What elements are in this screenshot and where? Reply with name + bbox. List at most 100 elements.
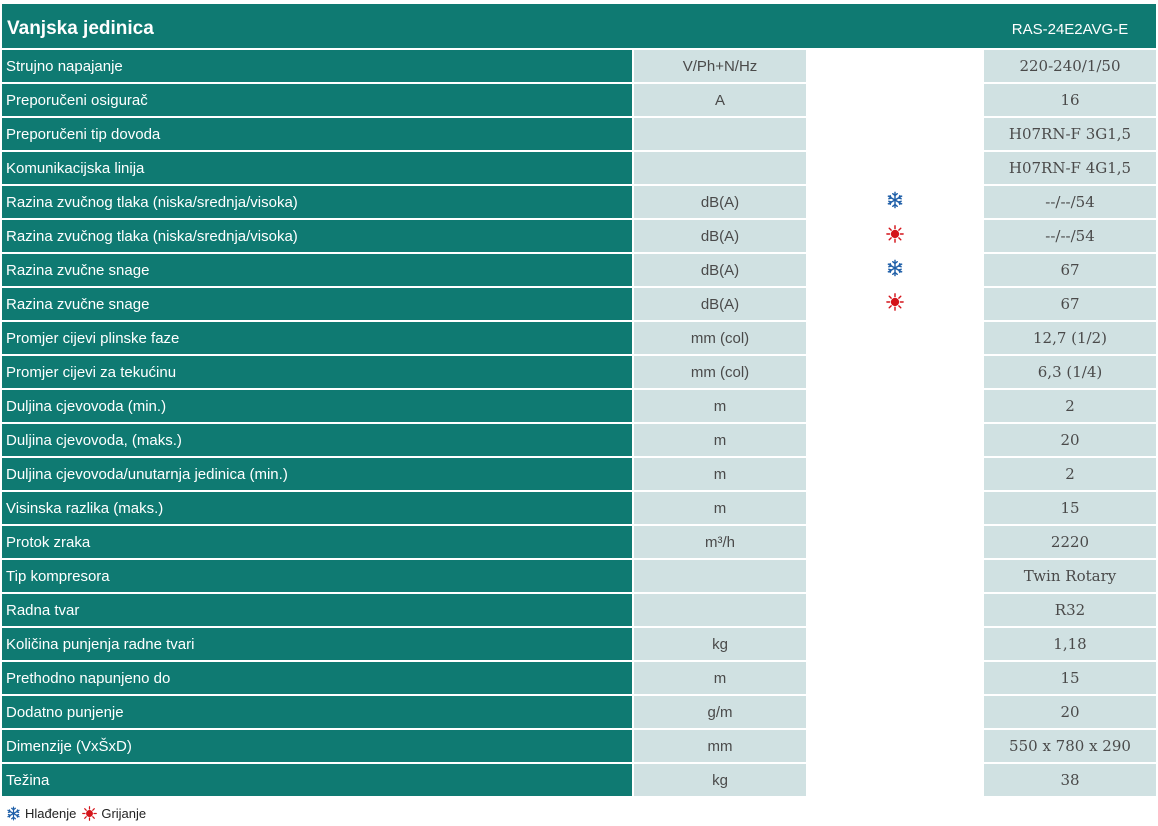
row-value: 38 [984,764,1156,796]
table-row: Promjer cijevi za tekućinu mm (col) 6,3 (1… [2,356,1156,388]
snowflake-icon [887,259,903,277]
legend-cooling-label: Hlađenje [25,806,77,821]
row-mode [808,186,982,218]
row-unit: m [634,390,806,422]
row-label: Dimenzije (VxŠxD) [2,730,632,762]
snowflake-icon [7,806,20,821]
row-mode [808,356,982,388]
row-mode [808,730,982,762]
row-value: 220-240/1/50 [984,50,1156,82]
row-mode [808,424,982,456]
row-label: Promjer cijevi plinske faze [2,322,632,354]
row-label: Razina zvučnog tlaka (niska/srednja/viso… [2,186,632,218]
table-row: Preporučeni tip dovoda H07RN-F 3G1,5 [2,118,1156,150]
table-row: Komunikacijska linija H07RN-F 4G1,5 [2,152,1156,184]
table-row: Razina zvučnog tlaka (niska/srednja/viso… [2,186,1156,218]
row-mode [808,458,982,490]
row-mode [808,288,982,320]
model-name: RAS-24E2AVG-E [1011,20,1129,38]
row-value: 2 [984,458,1156,490]
sun-icon [886,293,904,311]
row-unit: A [634,84,806,116]
table-row: Razina zvučnog tlaka (niska/srednja/viso… [2,220,1156,252]
row-label: Strujno napajanje [2,50,632,82]
table-row: Razina zvučne snage dB(A) 67 [2,254,1156,286]
row-label: Radna tvar [2,594,632,626]
row-unit: m [634,424,806,456]
row-mode [808,390,982,422]
row-value: H07RN-F 4G1,5 [984,152,1156,184]
table-header: Vanjska jedinica RAS-24E2AVG-E [2,4,1156,48]
sun-icon [82,806,98,821]
row-label: Duljina cjevovoda (min.) [2,390,632,422]
table-row: Prethodno napunjeno do m 15 [2,662,1156,694]
row-unit [634,152,806,184]
row-label: Komunikacijska linija [2,152,632,184]
row-label: Promjer cijevi za tekućinu [2,356,632,388]
row-unit: kg [634,764,806,796]
table-row: Protok zraka m³/h 2220 [2,526,1156,558]
row-label: Razina zvučnog tlaka (niska/srednja/viso… [2,220,632,252]
row-mode [808,220,982,252]
row-mode [808,118,982,150]
row-unit: V/Ph+N/Hz [634,50,806,82]
legend-cooling: Hlađenje [6,806,76,821]
row-mode [808,594,982,626]
row-label: Prethodno napunjeno do [2,662,632,694]
row-mode [808,628,982,660]
row-value: 550 x 780 x 290 [984,730,1156,762]
row-value: R32 [984,594,1156,626]
row-value: 67 [984,254,1156,286]
row-label: Preporučeni tip dovoda [2,118,632,150]
row-unit: dB(A) [634,254,806,286]
row-value: 15 [984,492,1156,524]
row-mode [808,84,982,116]
row-unit: m [634,458,806,490]
row-unit: m [634,492,806,524]
row-label: Protok zraka [2,526,632,558]
spec-table: Vanjska jedinica RAS-24E2AVG-E Strujno n… [2,4,1156,798]
table-row: Razina zvučne snage dB(A) 67 [2,288,1156,320]
row-unit: mm (col) [634,322,806,354]
table-row: Duljina cjevovoda, (maks.) m 20 [2,424,1156,456]
row-label: Razina zvučne snage [2,254,632,286]
row-label: Dodatno punjenje [2,696,632,728]
row-value: --/--/54 [984,220,1156,252]
row-value: 6,3 (1/4) [984,356,1156,388]
row-unit: mm (col) [634,356,806,388]
row-value: Twin Rotary [984,560,1156,592]
row-value: 16 [984,84,1156,116]
row-mode [808,526,982,558]
row-label: Duljina cjevovoda/unutarnja jedinica (mi… [2,458,632,490]
row-unit [634,594,806,626]
legend: Hlađenje Grijanje [6,806,152,821]
row-mode [808,322,982,354]
row-unit: dB(A) [634,288,806,320]
row-mode [808,50,982,82]
row-value: 20 [984,696,1156,728]
table-row: Težina kg 38 [2,764,1156,796]
row-mode [808,254,982,286]
row-value: 1,18 [984,628,1156,660]
sun-icon [886,225,904,243]
table-row: Promjer cijevi plinske faze mm (col) 12,7 … [2,322,1156,354]
row-mode [808,764,982,796]
row-unit: g/m [634,696,806,728]
table-title: Vanjska jedinica [7,18,154,39]
table-body: Strujno napajanje V/Ph+N/Hz 220-240/1/50 Pr… [2,50,1156,796]
row-value: 20 [984,424,1156,456]
row-unit: dB(A) [634,220,806,252]
row-value: H07RN-F 3G1,5 [984,118,1156,150]
table-row: Tip kompresora Twin Rotary [2,560,1156,592]
table-row: Preporučeni osigurač A 16 [2,84,1156,116]
row-value: 2 [984,390,1156,422]
row-label: Preporučeni osigurač [2,84,632,116]
table-row: Količina punjenja radne tvari kg 1,18 [2,628,1156,660]
table-row: Visinska razlika (maks.) m 15 [2,492,1156,524]
row-mode [808,662,982,694]
row-value: 67 [984,288,1156,320]
row-value: 2220 [984,526,1156,558]
table-row: Dimenzije (VxŠxD) mm 550 x 780 x 290 [2,730,1156,762]
row-unit: kg [634,628,806,660]
row-unit [634,118,806,150]
